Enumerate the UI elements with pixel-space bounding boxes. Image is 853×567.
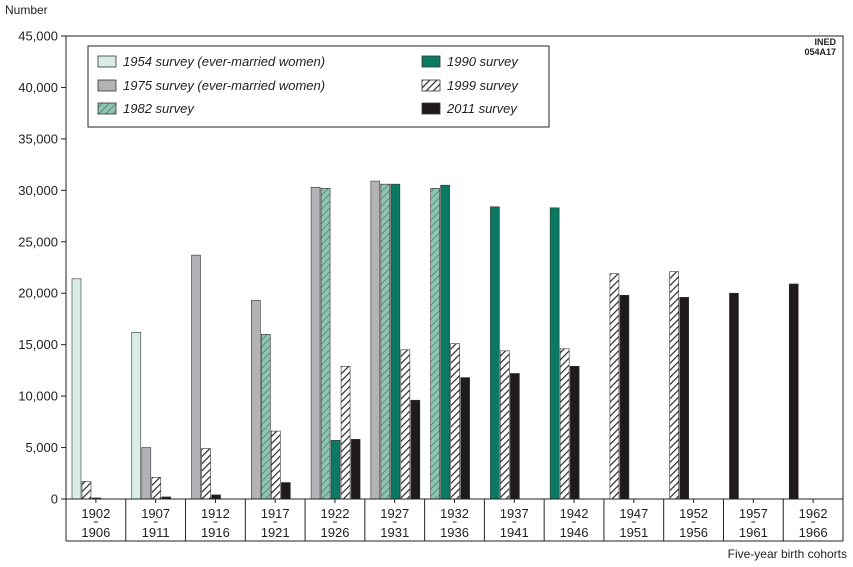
bar — [350, 439, 361, 500]
bar — [430, 187, 440, 500]
cohort-start-label: 1957 — [739, 506, 768, 521]
cohort-start-label: 1962 — [799, 506, 828, 521]
cohort-end-label: 1956 — [679, 525, 708, 540]
bar — [609, 273, 620, 500]
bar — [281, 482, 291, 500]
bar — [669, 271, 679, 500]
bar — [261, 334, 271, 500]
cohort-end-label: 1941 — [500, 525, 529, 540]
bar — [679, 297, 689, 500]
bar — [460, 377, 470, 500]
legend-swatch — [97, 102, 117, 115]
cohort-end-label: 1906 — [81, 525, 110, 540]
cohort-start-label: 1907 — [141, 506, 170, 521]
legend-swatch — [421, 102, 441, 115]
cohort-end-label: 1966 — [799, 525, 828, 540]
legend-swatch — [97, 55, 117, 68]
bar — [141, 447, 152, 500]
bar — [201, 448, 211, 500]
bar — [510, 373, 520, 500]
cohort-end-label: 1946 — [560, 525, 589, 540]
bar — [370, 180, 381, 500]
bar — [71, 278, 82, 500]
cohort-end-label: 1951 — [619, 525, 648, 540]
y-tick-label: 15,000 — [18, 337, 58, 352]
cohort-start-label: 1917 — [261, 506, 290, 521]
bar — [191, 254, 201, 500]
ined-label: INED — [814, 37, 836, 47]
bar — [490, 206, 500, 500]
legend: 1954 survey (ever-married women) 1975 sur… — [87, 45, 550, 128]
y-tick-label: 45,000 — [18, 29, 58, 44]
bar — [559, 348, 570, 500]
legend-swatch — [421, 55, 441, 68]
bar — [500, 350, 510, 500]
y-tick-label: 20,000 — [18, 286, 58, 301]
bar — [440, 184, 450, 500]
x-axis-title: Five-year birth cohorts — [728, 547, 847, 561]
legend-box — [87, 45, 550, 128]
bar — [131, 332, 142, 500]
legend-label: 1999 survey — [447, 78, 519, 93]
bar — [330, 440, 341, 500]
legend-label: 1982 survey — [123, 101, 195, 116]
x-axis: 1902 1906 1907 1911 1912 1916 1917 1921 1922 1926… — [65, 499, 844, 542]
legend-swatch — [421, 79, 441, 92]
cohort-end-label: 1911 — [142, 525, 170, 540]
bar — [251, 300, 261, 500]
y-tick-label: 30,000 — [18, 183, 58, 198]
cohort-start-label: 1902 — [81, 506, 110, 521]
bar — [271, 430, 281, 500]
bar — [400, 349, 411, 500]
y-tick-label: 25,000 — [18, 234, 58, 249]
bar — [729, 292, 739, 500]
bar — [410, 399, 421, 500]
cohort-end-label: 1921 — [261, 525, 290, 540]
legend-label: 2011 survey — [446, 101, 518, 116]
cohort-end-label: 1926 — [321, 525, 350, 540]
bars — [71, 180, 799, 500]
bar — [310, 186, 321, 500]
bar — [390, 183, 401, 500]
cohort-start-label: 1912 — [201, 506, 230, 521]
y-tick-label: 5,000 — [25, 440, 58, 455]
y-axis-title: Number — [5, 3, 48, 17]
cohort-end-label: 1936 — [440, 525, 469, 540]
bar — [788, 283, 799, 500]
bar — [549, 207, 560, 500]
y-tick-label: 10,000 — [18, 389, 58, 404]
ined-code: 054A17 — [804, 47, 836, 57]
cohort-start-label: 1922 — [321, 506, 350, 521]
legend-label: 1975 survey (ever-married women) — [123, 78, 325, 93]
bar — [450, 343, 460, 500]
bar — [619, 294, 630, 500]
y-tick-label: 0 — [51, 492, 58, 507]
cohort-start-label: 1947 — [619, 506, 648, 521]
legend-swatch — [97, 79, 117, 92]
cohort-end-label: 1931 — [380, 525, 409, 540]
bar — [380, 183, 391, 500]
cohort-start-label: 1927 — [380, 506, 409, 521]
bar — [151, 477, 162, 500]
cohort-start-label: 1932 — [440, 506, 469, 521]
plot-frame — [65, 35, 844, 500]
cohort-start-label: 1952 — [679, 506, 708, 521]
bar — [340, 365, 351, 500]
legend-label: 1990 survey — [447, 54, 519, 69]
cohort-start-label: 1937 — [500, 506, 529, 521]
y-axis: 0 5,000 10,000 15,000 20,000 25,000 30,000 35,0… — [18, 29, 66, 507]
bar — [211, 494, 221, 500]
cohort-start-label: 1942 — [560, 506, 589, 521]
cohort-end-label: 1961 — [739, 525, 768, 540]
y-tick-label: 35,000 — [18, 131, 58, 146]
y-tick-label: 40,000 — [18, 80, 58, 95]
bar — [569, 365, 580, 500]
bar — [320, 187, 331, 500]
cohort-end-label: 1916 — [201, 525, 230, 540]
bar — [81, 481, 92, 500]
legend-label: 1954 survey (ever-married women) — [123, 54, 325, 69]
